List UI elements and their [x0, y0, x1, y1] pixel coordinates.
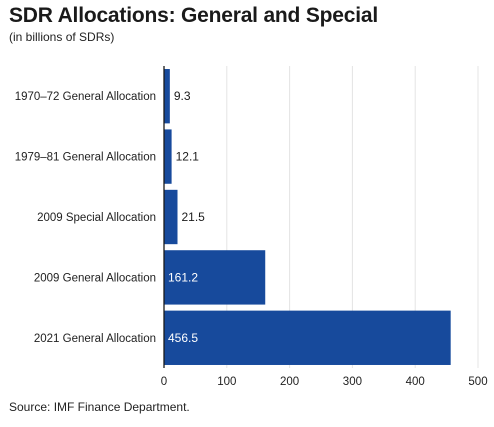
category-label: 1970–72 General Allocation [15, 91, 156, 103]
bar [164, 250, 266, 305]
x-tick-label: 400 [406, 376, 425, 388]
chart-title: SDR Allocations: General and Special [9, 4, 378, 27]
source-note: Source: IMF Finance Department. [9, 400, 190, 414]
x-tick-label: 300 [343, 376, 362, 388]
bar [164, 129, 172, 184]
x-tick-label: 200 [280, 376, 299, 388]
value-label: 456.5 [168, 331, 198, 345]
value-label: 161.2 [168, 270, 198, 284]
category-label: 2009 General Allocation [34, 272, 156, 284]
category-label: 2021 General Allocation [34, 333, 156, 345]
x-tick-label: 0 [161, 376, 167, 388]
chart-subtitle: (in billions of SDRs) [9, 30, 115, 44]
category-label: 1979–81 General Allocation [15, 152, 156, 164]
value-label: 21.5 [182, 210, 206, 224]
value-label: 12.1 [176, 150, 200, 164]
bar [164, 69, 170, 124]
labels: 0 100 200 300 400 500 1970–72 General Allocati… [15, 89, 488, 388]
value-label: 9.3 [174, 89, 191, 103]
x-tick-label: 100 [217, 376, 236, 388]
category-label: 2009 Special Allocation [37, 212, 156, 224]
bars [164, 69, 451, 365]
bar [164, 189, 178, 245]
bar [164, 310, 451, 365]
x-tick-label: 500 [468, 376, 487, 388]
